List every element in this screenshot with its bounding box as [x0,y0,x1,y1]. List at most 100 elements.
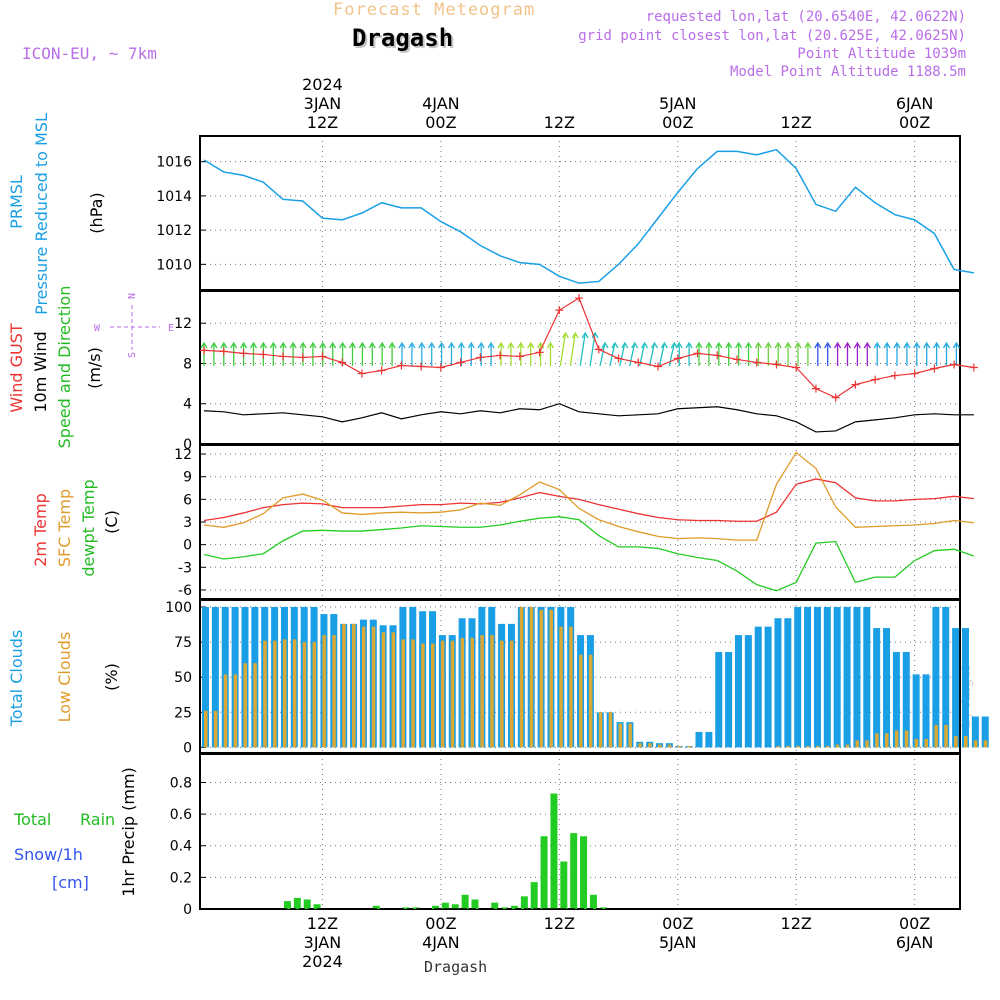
wind-arrow-head [863,341,871,349]
wind-arrow-head [269,341,277,349]
precip-bar [303,899,311,909]
wind-arrow-head [487,341,495,349]
low-cloud-bar [549,609,553,748]
gust-marker [792,363,801,372]
low-cloud-bar [500,640,504,748]
wind-speed-line [203,403,974,433]
low-cloud-bar [519,607,524,748]
wind-arrow-head [517,341,525,349]
wind-arrow-head [581,331,589,339]
low-cloud-bar [233,674,238,748]
gust-marker [930,364,939,373]
total-cloud-bar [843,607,851,748]
wind-arrow-icon [309,341,317,366]
total-cloud-bar [695,731,703,748]
wind-arrow-head [418,341,426,349]
y-tick-label: 12 [174,447,192,463]
wind-arrow-head [591,331,599,339]
low-cloud-bar [559,626,563,748]
total-cloud-bar [754,626,762,748]
wind-arrow-icon [863,341,871,366]
wind-arrow-icon [609,341,619,367]
bottom-time-label: 12Z [781,914,812,933]
precip-bar [402,907,410,909]
wind-arrow-head [561,331,569,339]
wind-arrow-head [735,341,743,349]
wind-arrow-icon [428,341,436,366]
compass-north: N [127,293,138,299]
wind-arrow-icon [378,341,386,366]
label-hpa: (hPa) [87,192,106,233]
wind-arrow-icon [569,331,579,367]
top-time-label: 6JAN [896,94,934,113]
y-tick-label: 0.4 [170,839,192,855]
label-sfc-temp: SFC Temp [55,489,74,567]
wind-arrow-head [952,341,960,349]
wind-arrow-icon [735,341,743,366]
low-cloud-bar [855,740,859,748]
panel-frame-precipitation [199,753,961,910]
wind-arrow-head [289,341,297,349]
low-cloud-bar [648,743,652,748]
y-tick-label: 0 [183,740,192,756]
wind-arrow-head [754,341,762,349]
wind-arrow-icon [487,341,495,366]
gust-marker [634,358,643,367]
total-cloud-bar [202,607,209,748]
label-wind-gust: Wind GUST [7,323,26,413]
gust-marker [278,352,287,361]
wind-arrow-icon [599,341,609,367]
precip-bar [283,901,291,909]
total-cloud-bar [892,651,900,748]
label-total: Total [13,810,51,829]
y-tick-label: 0 [183,437,192,453]
temp-2m-line [203,478,974,522]
low-cloud-bar [983,740,988,748]
low-cloud-bar [569,626,573,748]
bottom-time-label: 6JAN [896,933,934,952]
wind-arrow-shaft [648,342,656,367]
wind-arrow-head [794,341,802,349]
low-cloud-bar [213,710,218,748]
compass-west: W [94,323,101,334]
top-time-label: 00Z [899,113,930,132]
bottom-time-label: 00Z [662,914,693,933]
wind-arrow-icon [329,341,337,366]
wind-arrow-head [611,341,619,349]
precip-bar [501,907,509,909]
wind-arrow-head [220,341,228,349]
wind-arrow-head [843,341,852,349]
wind-arrow-shaft [658,342,666,367]
wind-arrow-icon [893,341,901,366]
low-cloud-bar [904,730,909,748]
low-cloud-bar [667,744,672,748]
wind-arrow-head [650,341,659,349]
wind-arrow-icon [447,341,456,366]
wind-arrow-icon [675,341,683,366]
gust-marker [417,362,426,371]
wind-arrow-head [670,341,678,349]
low-cloud-bar [973,740,978,748]
wind-arrow-head [467,341,475,349]
wind-arrow-head [784,341,792,349]
precip-bar [372,905,380,909]
y-tick-label: 25 [174,705,192,721]
low-cloud-bar [914,738,919,748]
low-cloud-bar [421,643,425,748]
low-cloud-bar [875,733,879,748]
gust-marker [831,393,840,402]
y-tick-label: 1012 [156,223,192,239]
label-speed-direction: Speed and Direction [55,286,74,449]
low-cloud-bar [944,724,948,748]
total-cloud-bar [952,628,960,748]
low-cloud-bar [687,745,692,748]
wind-arrow-shaft [569,332,576,367]
low-cloud-bar [460,637,465,748]
label-percent: (%) [102,663,121,691]
bottom-time-label: 5JAN [659,933,697,952]
wind-arrow-head [428,341,436,349]
gust-marker [219,347,228,356]
low-cloud-bar [223,674,228,748]
gust-marker [969,363,978,372]
precip-bar [540,836,548,909]
